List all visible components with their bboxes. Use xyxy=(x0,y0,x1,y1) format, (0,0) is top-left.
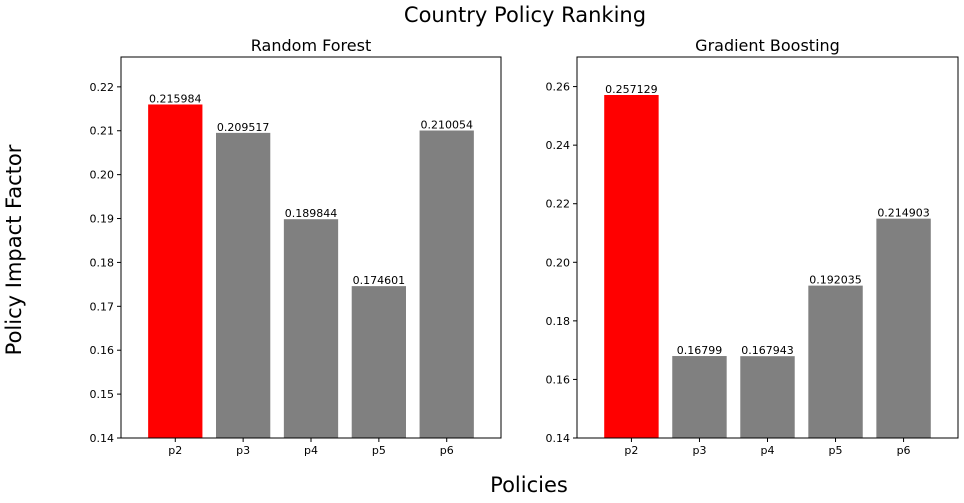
y-tick-label: 0.24 xyxy=(546,139,571,152)
bar-p6 xyxy=(419,130,474,438)
y-tick-label: 0.19 xyxy=(90,213,115,226)
subplot-random-forest: Random Forest 0.14 0.15 0.16 0.17 0.18 0.19 0.2… xyxy=(90,36,502,457)
bar-p5 xyxy=(351,286,406,438)
y-tick-label: 0.22 xyxy=(90,81,115,94)
axes-frame xyxy=(576,56,959,439)
bar-value-label: 0.209517 xyxy=(217,121,270,134)
x-tick-label: p6 xyxy=(440,444,454,457)
axes-frame xyxy=(120,56,502,439)
bar-value-label: 0.174601 xyxy=(353,274,406,287)
x-tick-label: p4 xyxy=(304,444,318,457)
subplot-gradient-boosting: Gradient Boosting 0.14 0.16 0.18 0.20 0.22 0.2… xyxy=(546,36,959,457)
x-tick-label: p6 xyxy=(897,444,911,457)
figure-title: Country Policy Ranking xyxy=(404,3,646,27)
y-tick-label: 0.16 xyxy=(90,344,115,357)
bar-p3 xyxy=(672,356,727,438)
subplot-title: Random Forest xyxy=(251,36,371,55)
bar-value-label: 0.215984 xyxy=(149,92,202,105)
x-tick-label: p2 xyxy=(168,444,182,457)
y-tick-label: 0.21 xyxy=(90,125,115,138)
bar-value-label: 0.167943 xyxy=(741,344,794,357)
figure-ylabel: Policy Impact Factor xyxy=(2,144,26,355)
bar-value-label: 0.192035 xyxy=(809,274,862,287)
bar-p4 xyxy=(283,219,339,438)
y-tick-label: 0.17 xyxy=(90,300,115,313)
y-tick-label: 0.14 xyxy=(546,432,571,445)
bar-value-label: 0.257129 xyxy=(605,83,658,96)
bar-p2 xyxy=(148,104,203,438)
x-tick-label: p3 xyxy=(692,444,706,457)
x-tick-label: p5 xyxy=(372,444,386,457)
bar-p2 xyxy=(604,94,659,439)
bar-p5 xyxy=(808,285,863,438)
bar-p4 xyxy=(740,356,795,438)
y-tick-label: 0.14 xyxy=(90,432,115,445)
y-tick-label: 0.15 xyxy=(90,388,115,401)
bar-p3 xyxy=(216,132,271,439)
x-tick-label: p4 xyxy=(761,444,775,457)
bar-value-label: 0.210054 xyxy=(420,119,473,132)
bar-value-label: 0.189844 xyxy=(285,207,338,220)
bar-value-label: 0.214903 xyxy=(877,207,930,220)
y-tick-label: 0.18 xyxy=(90,256,115,269)
y-tick-label: 0.18 xyxy=(546,315,571,328)
y-tick-label: 0.26 xyxy=(546,81,571,94)
y-tick-label: 0.22 xyxy=(546,198,571,211)
x-tick-label: p5 xyxy=(829,444,843,457)
y-tick-label: 0.20 xyxy=(546,256,571,269)
bar-value-label: 0.16799 xyxy=(677,344,723,357)
x-tick-label: p2 xyxy=(624,444,638,457)
y-tick-label: 0.16 xyxy=(546,373,571,386)
figure-xlabel: Policies xyxy=(490,473,568,497)
bar-p6 xyxy=(876,218,931,438)
y-tick-label: 0.20 xyxy=(90,169,115,182)
x-tick-label: p3 xyxy=(236,444,250,457)
subplot-title: Gradient Boosting xyxy=(695,36,840,55)
